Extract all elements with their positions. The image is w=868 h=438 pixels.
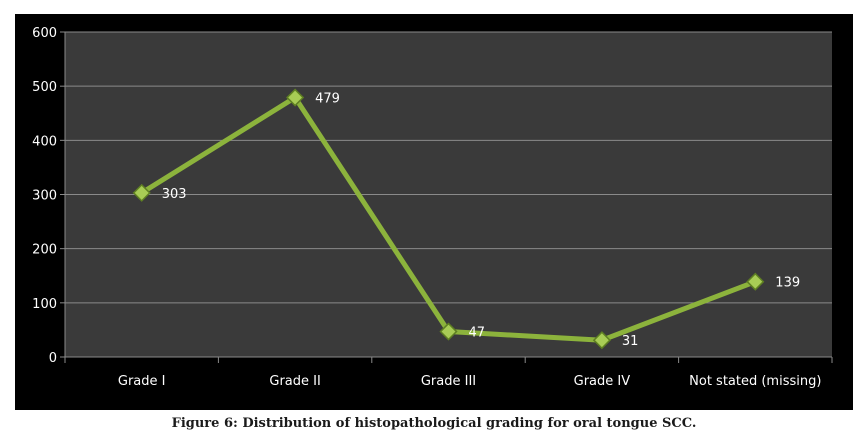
x-tick-label: Grade I bbox=[118, 374, 166, 389]
y-tick-label: 0 bbox=[49, 351, 57, 366]
x-tick-label: Grade III bbox=[421, 374, 476, 389]
y-tick-label: 600 bbox=[32, 26, 57, 41]
data-point-marker bbox=[439, 322, 458, 341]
x-tick-label: Grade II bbox=[269, 374, 320, 389]
y-tick-label: 300 bbox=[32, 189, 57, 204]
data-label: 31 bbox=[622, 334, 639, 349]
data-point-marker bbox=[592, 331, 611, 350]
data-label: 47 bbox=[469, 326, 486, 341]
y-tick-label: 400 bbox=[32, 134, 57, 149]
y-tick-label: 200 bbox=[32, 243, 57, 258]
chart-panel: 0 100 200 300 400 500 600 Grade I Grade II Grade … bbox=[15, 14, 853, 410]
data-point-marker bbox=[746, 272, 765, 291]
y-tick-label: 100 bbox=[32, 297, 57, 312]
y-tick-label: 500 bbox=[32, 80, 57, 95]
line-chart: 0 100 200 300 400 500 600 Grade I Grade II Grade … bbox=[32, 26, 833, 389]
x-tick-label: Grade IV bbox=[574, 374, 631, 389]
data-point-marker bbox=[286, 88, 305, 107]
x-tick-label: Not stated (missing) bbox=[689, 374, 821, 389]
data-label: 479 bbox=[315, 92, 340, 107]
data-point-marker bbox=[132, 183, 151, 202]
data-label: 139 bbox=[775, 276, 800, 291]
figure-caption: Figure 6: Distribution of histopathologi… bbox=[171, 416, 697, 431]
data-label: 303 bbox=[162, 187, 187, 202]
